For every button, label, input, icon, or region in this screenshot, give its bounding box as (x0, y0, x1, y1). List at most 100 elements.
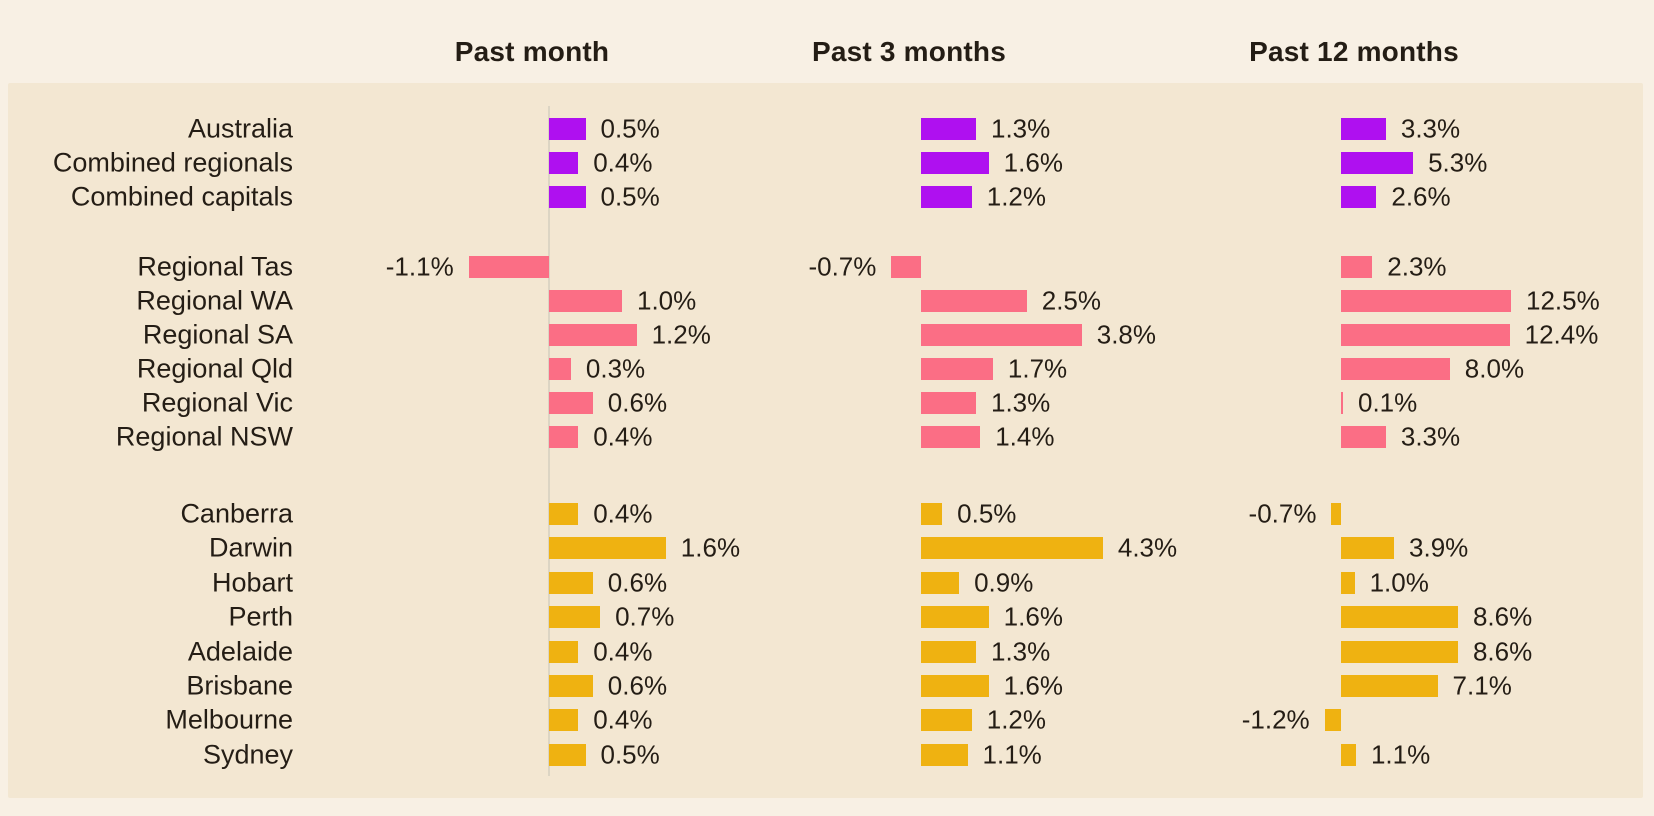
bar-regional-wa-col1 (921, 289, 1027, 312)
row-label-combined-capitals: Combined capitals (70, 181, 293, 212)
value-label-combined-capitals-col1: 1.2% (986, 181, 1047, 212)
bar-darwin-col2 (1341, 537, 1395, 560)
value-label-regional-tas-col2: 2.3% (1387, 251, 1447, 282)
value-label-regional-nsw-col0: 0.4% (593, 421, 653, 451)
bar-regional-tas-col0 (468, 256, 549, 278)
row-label-perth: Perth (228, 601, 293, 632)
row-label-brisbane: Brisbane (186, 670, 293, 701)
value-label-regional-qld-col0: 0.3% (585, 353, 646, 384)
value-label-canberra-col0: 0.4% (593, 498, 653, 529)
value-label-adelaide-col2: 8.6% (1472, 636, 1533, 667)
value-label-regional-tas-col0: -1.1% (385, 251, 454, 282)
value-label-brisbane-col1: 1.6% (1003, 670, 1063, 701)
value-label-melbourne-col2: -1.2% (1241, 704, 1310, 735)
bar-regional-sa-col0 (549, 323, 637, 346)
bar-canberra-col2 (1331, 503, 1341, 525)
bar-canberra-col1 (921, 503, 943, 525)
bar-hobart-col2 (1341, 571, 1355, 594)
row-label-darwin: Darwin (208, 532, 293, 563)
bar-adelaide-col0 (549, 640, 579, 663)
bar-regional-nsw-col0 (549, 425, 579, 448)
bar-perth-col2 (1341, 606, 1458, 629)
value-label-sydney-col1: 1.1% (982, 739, 1042, 770)
bar-regional-vic-col2 (1341, 391, 1343, 414)
bar-hobart-col1 (921, 571, 960, 594)
row-label-australia: Australia (187, 113, 293, 144)
value-label-regional-sa-col2: 12.4% (1524, 319, 1599, 350)
bar-regional-nsw-col2 (1341, 425, 1386, 448)
value-label-regional-vic-col0: 0.6% (607, 387, 668, 418)
value-label-regional-wa-col1: 2.5% (1041, 285, 1102, 316)
row-label-adelaide: Adelaide (187, 636, 293, 667)
bar-darwin-col0 (549, 537, 666, 560)
bar-canberra-col0 (549, 503, 579, 525)
bar-regional-qld-col0 (549, 357, 571, 380)
value-label-australia-col0: 0.5% (600, 113, 660, 144)
value-label-combined-regionals-col1: 1.6% (1003, 147, 1063, 178)
column-header-past-3-months: Past 3 months (812, 36, 1006, 67)
value-label-combined-regionals-col0: 0.4% (593, 147, 653, 178)
row-label-regional-wa: Regional WA (136, 285, 293, 316)
bar-regional-wa-col0 (549, 289, 622, 312)
bar-combined-capitals-col1 (921, 185, 972, 208)
row-label-melbourne: Melbourne (165, 704, 293, 735)
bar-sydney-col1 (921, 743, 968, 766)
bar-sydney-col0 (549, 743, 586, 766)
bar-regional-qld-col1 (921, 357, 993, 380)
bar-regional-sa-col1 (921, 323, 1082, 346)
value-label-regional-vic-col1: 1.3% (990, 387, 1051, 418)
bar-australia-col0 (549, 118, 586, 140)
value-label-adelaide-col0: 0.4% (593, 636, 653, 667)
row-label-regional-qld: Regional Qld (136, 353, 293, 384)
bar-hobart-col0 (549, 571, 593, 594)
value-label-regional-nsw-col2: 3.3% (1400, 421, 1461, 451)
row-label-regional-sa: Regional SA (142, 319, 293, 350)
value-label-darwin-col2: 3.9% (1409, 532, 1469, 563)
bar-combined-regionals-col2 (1341, 151, 1414, 174)
value-label-brisbane-col0: 0.6% (607, 670, 668, 701)
bar-combined-capitals-col2 (1341, 185, 1377, 208)
value-label-canberra-col2: -0.7% (1248, 498, 1317, 529)
bar-melbourne-col2 (1324, 709, 1341, 732)
value-label-australia-col2: 3.3% (1400, 113, 1461, 144)
bar-regional-nsw-col1 (921, 425, 981, 448)
row-label-regional-nsw: Regional NSW (115, 421, 293, 451)
value-label-perth-col0: 0.7% (615, 601, 675, 632)
row-label-regional-vic: Regional Vic (141, 387, 293, 418)
value-label-darwin-col1: 4.3% (1117, 532, 1178, 563)
value-label-regional-nsw-col1: 1.4% (995, 421, 1055, 451)
value-label-hobart-col1: 0.9% (974, 567, 1034, 598)
value-label-australia-col1: 1.3% (990, 113, 1051, 144)
bar-brisbane-col2 (1341, 675, 1438, 697)
column-header-past-month: Past month (454, 36, 610, 67)
bar-regional-tas-col1 (891, 256, 921, 278)
bar-melbourne-col0 (549, 709, 579, 732)
value-label-hobart-col2: 1.0% (1369, 567, 1429, 598)
value-label-regional-wa-col2: 12.5% (1526, 285, 1600, 316)
bar-brisbane-col1 (921, 675, 989, 697)
value-label-perth-col2: 8.6% (1472, 601, 1533, 632)
bar-regional-sa-col2 (1341, 323, 1510, 346)
value-label-regional-vic-col2: 0.1% (1358, 387, 1418, 418)
value-label-brisbane-col2: 7.1% (1452, 670, 1512, 701)
value-label-sydney-col0: 0.5% (600, 739, 660, 770)
value-label-adelaide-col1: 1.3% (990, 636, 1051, 667)
bar-perth-col0 (549, 606, 601, 629)
value-label-melbourne-col0: 0.4% (593, 704, 653, 735)
bar-melbourne-col1 (921, 709, 972, 732)
bar-adelaide-col1 (921, 640, 976, 663)
value-label-sydney-col2: 1.1% (1370, 739, 1431, 770)
value-label-perth-col1: 1.6% (1003, 601, 1063, 632)
bar-brisbane-col0 (549, 675, 593, 697)
row-label-sydney: Sydney (202, 739, 293, 770)
bar-combined-regionals-col0 (549, 151, 579, 174)
value-label-regional-qld-col1: 1.7% (1007, 353, 1068, 384)
bar-combined-capitals-col0 (549, 185, 586, 208)
bar-perth-col1 (921, 606, 989, 629)
bar-adelaide-col2 (1341, 640, 1458, 663)
bar-australia-col1 (921, 118, 976, 140)
bar-combined-regionals-col1 (921, 151, 989, 174)
column-header-past-12-months: Past 12 months (1249, 36, 1459, 67)
value-label-darwin-col0: 1.6% (680, 532, 741, 563)
